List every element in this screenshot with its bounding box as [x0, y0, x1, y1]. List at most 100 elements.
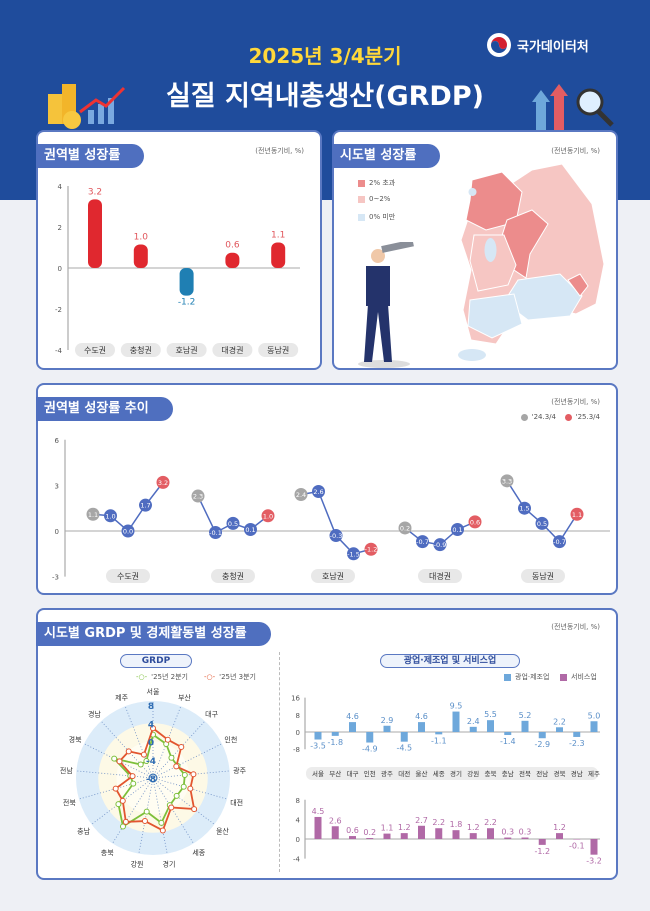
bar-value-label: 0.6 — [225, 241, 240, 251]
bar — [487, 828, 494, 839]
bar-value-label: 1.2 — [467, 823, 480, 832]
x-tick-label: 전남 — [536, 769, 548, 778]
x-tick-label: 수도권 — [117, 571, 139, 581]
legend-item: '25.3/4 — [564, 413, 600, 421]
bar-value-label: 5.5 — [484, 710, 497, 719]
radar-point — [168, 804, 175, 811]
bar — [435, 828, 443, 839]
y-tick-label: -2 — [55, 306, 62, 314]
y-tick-label: 2 — [58, 224, 62, 232]
radar-point — [125, 748, 132, 755]
bar — [331, 732, 339, 736]
coins-growth-icon — [48, 84, 126, 129]
radar-center — [148, 773, 158, 783]
x-tick-label: 제주 — [588, 770, 600, 778]
radar-point — [158, 819, 165, 826]
legend-item: -○- '25년 3분기 — [204, 673, 257, 681]
bar — [314, 816, 322, 839]
data-label: 3.2 — [158, 479, 168, 487]
radar-point — [111, 755, 118, 762]
bar — [538, 732, 546, 739]
x-tick-label: 부산 — [329, 769, 341, 778]
trend-line — [317, 491, 372, 555]
bar — [271, 242, 286, 268]
radar-point — [173, 792, 180, 799]
bar-value-label: 2.2 — [432, 818, 445, 827]
data-label: 0.1 — [245, 526, 255, 534]
bar — [418, 825, 425, 839]
radar-point — [119, 797, 126, 804]
card-regional-growth: 권역별 성장률 (전년동기비, %) 4 2 0 -2 -4 3.2 수도권 1.0 충청권 -1… — [36, 130, 322, 370]
radar-axis — [76, 770, 154, 779]
data-point — [209, 526, 222, 540]
section-title: 권역별 성장률 — [36, 144, 145, 168]
radar-axis-label: 충북 — [101, 848, 114, 857]
data-point — [329, 529, 343, 543]
x-tick-label: 호남권 — [176, 345, 198, 355]
data-point — [139, 498, 152, 512]
page-title: 실질 지역내총생산(GRDP) — [166, 81, 484, 112]
radar-point — [181, 772, 188, 779]
radar-point — [129, 773, 136, 780]
data-point — [347, 547, 360, 561]
radar-tick-label: 0 — [148, 739, 154, 749]
category-pill — [311, 569, 355, 583]
data-point — [191, 489, 205, 503]
radar-point — [122, 818, 129, 825]
bar-subtitle: 광업·제조업 및 서비스업 — [380, 654, 520, 668]
card-regional-trend: 권역별 성장률 추이 (전년동기비, %) '24.3/4 '25.3/4 6 3… — [36, 383, 618, 595]
radar-axis — [112, 777, 154, 844]
data-label: 0.5 — [537, 520, 547, 528]
data-label: 2.6 — [313, 488, 323, 496]
bar-value-label: 2.4 — [467, 717, 480, 726]
data-point — [364, 542, 378, 556]
bar — [556, 833, 563, 839]
x-tick-label: 서울 — [312, 769, 324, 778]
radar-axis — [152, 743, 223, 779]
x-tick-label: 충청권 — [222, 571, 244, 581]
radar-axis-label: 경남 — [88, 710, 101, 719]
unit-label: (전년동기비, %) — [255, 147, 304, 155]
bar — [366, 838, 374, 839]
bar — [383, 833, 391, 839]
data-label: 1.5 — [519, 505, 529, 513]
bar-value-label: -1.1 — [431, 736, 447, 745]
x-tick-label: 광주 — [381, 770, 393, 778]
bar-value-label: 4.5 — [312, 807, 325, 816]
data-point — [294, 488, 308, 502]
data-point — [121, 524, 135, 538]
radar-and-bar-charts: 서울부산대구인천광주대전울산세종경기강원충북충남전북전남경북경남제주840-4-… — [60, 687, 602, 869]
category-pill — [211, 569, 255, 583]
radar-tick-label: 4 — [148, 720, 154, 730]
data-label: 1.1 — [88, 511, 98, 519]
bar-value-label: -1.2 — [534, 847, 550, 856]
bar — [400, 833, 408, 839]
radar-tick-label: -4 — [146, 757, 156, 767]
data-label: 2.3 — [193, 493, 203, 501]
y-tick-label: -4 — [55, 347, 63, 355]
unit-label: (전년동기비, %) — [551, 147, 600, 155]
data-label: -0.1 — [209, 529, 222, 537]
bar-value-label: 1.2 — [398, 823, 411, 832]
data-point — [104, 509, 117, 523]
bar — [400, 732, 408, 742]
y-tick-label: 6 — [55, 437, 60, 445]
bar-value-label: 0.2 — [363, 828, 376, 837]
radar-axis-label: 충남 — [77, 826, 90, 835]
y-tick-label: 0 — [296, 836, 300, 844]
category-pill — [212, 343, 253, 357]
radar-point — [143, 808, 150, 815]
man-with-telescope-illustration — [358, 242, 414, 368]
bar-value-label: 4.6 — [415, 712, 428, 721]
radar-point — [178, 743, 185, 750]
bar — [179, 268, 194, 296]
legend-item: -○- '25년 2분기 — [136, 673, 189, 681]
radar-point — [187, 785, 194, 792]
x-tick-label: 경남 — [571, 769, 583, 778]
radar-point — [140, 751, 147, 758]
x-tick-label: 충북 — [485, 769, 497, 778]
y-tick-label: 8 — [296, 712, 300, 720]
bar — [504, 732, 512, 736]
bar — [521, 720, 529, 732]
radar-point — [115, 801, 122, 808]
